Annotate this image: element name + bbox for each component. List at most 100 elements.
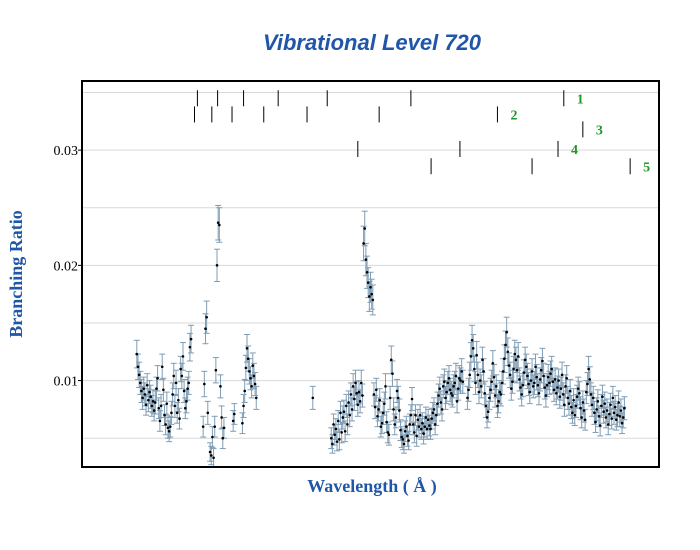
- data-point: [434, 413, 438, 417]
- data-point: [424, 416, 428, 419]
- data-point: [204, 327, 207, 331]
- data-point: [180, 374, 184, 378]
- data-point: [551, 380, 555, 384]
- data-point: [430, 417, 433, 420]
- data-point: [388, 396, 392, 400]
- data-point: [384, 385, 387, 388]
- data-point: [378, 398, 382, 402]
- data-point: [533, 381, 536, 385]
- data-point: [518, 378, 521, 381]
- data-point: [611, 396, 615, 400]
- data-point: [332, 423, 335, 426]
- marker-row-label: 2: [510, 108, 517, 123]
- data-point: [144, 403, 148, 407]
- data-point: [156, 376, 159, 380]
- data-point: [358, 400, 362, 403]
- data-point: [436, 402, 439, 405]
- data-point: [594, 420, 597, 424]
- data-point: [494, 385, 498, 388]
- data-point: [407, 439, 410, 442]
- data-point: [499, 393, 503, 396]
- data-point: [164, 423, 167, 426]
- data-point: [364, 258, 368, 261]
- data-point: [166, 426, 170, 430]
- data-point: [151, 400, 155, 403]
- data-point: [473, 367, 476, 371]
- data-point: [589, 393, 593, 396]
- data-point: [605, 409, 609, 412]
- data-point: [175, 411, 179, 415]
- data-point: [253, 382, 257, 386]
- data-point: [340, 431, 343, 434]
- data-point: [471, 347, 475, 350]
- y-axis-ticks: 0.03 0.02 0.01: [54, 144, 82, 390]
- data-point: [209, 454, 213, 457]
- data-point: [158, 419, 162, 423]
- data-point: [538, 378, 542, 381]
- data-point: [336, 419, 340, 423]
- data-point: [566, 396, 570, 400]
- data-point: [203, 382, 206, 386]
- data-point: [520, 393, 523, 396]
- data-point: [391, 372, 394, 375]
- data-point: [604, 416, 608, 419]
- data-point: [349, 393, 353, 396]
- data-point: [432, 408, 436, 411]
- data-point: [461, 380, 465, 384]
- data-point: [351, 385, 355, 388]
- data-point: [399, 428, 402, 432]
- data-point: [172, 374, 176, 378]
- data-point: [617, 401, 620, 404]
- x-axis-label: Wavelength ( Å ): [307, 476, 437, 497]
- data-point: [440, 408, 444, 411]
- data-point: [428, 424, 431, 427]
- data-point: [329, 436, 333, 440]
- data-point: [616, 413, 619, 417]
- data-point: [586, 382, 589, 386]
- data-point: [492, 375, 496, 379]
- data-point: [348, 413, 352, 417]
- data-point: [393, 423, 397, 426]
- data-point: [170, 411, 173, 415]
- data-point: [529, 379, 533, 382]
- data-point: [186, 387, 189, 390]
- data-point: [377, 408, 380, 411]
- data-point: [560, 373, 564, 377]
- marker-row-label: 3: [596, 123, 603, 138]
- data-point: [416, 418, 420, 422]
- data-point: [362, 242, 365, 245]
- data-point: [334, 427, 338, 431]
- data-point: [395, 389, 399, 393]
- data-point: [216, 221, 220, 225]
- data-point: [569, 405, 573, 409]
- data-point: [396, 396, 400, 400]
- data-point: [579, 406, 582, 410]
- data-point: [531, 385, 535, 388]
- data-point: [576, 387, 580, 390]
- data-point: [355, 391, 358, 395]
- data-point: [408, 423, 412, 426]
- data-point: [516, 355, 520, 358]
- data-point: [215, 264, 219, 267]
- data-point: [548, 381, 551, 385]
- data-point: [572, 398, 575, 402]
- data-point: [590, 403, 594, 407]
- data-point: [189, 337, 193, 341]
- data-point: [245, 347, 249, 350]
- data-point: [581, 401, 585, 404]
- data-point: [413, 431, 416, 434]
- data-point: [453, 381, 457, 385]
- data-point: [201, 425, 205, 428]
- data-point: [333, 433, 337, 437]
- data-point: [248, 370, 251, 373]
- data-point: [466, 396, 469, 400]
- data-point: [376, 415, 379, 418]
- data-point: [153, 401, 157, 404]
- data-point: [150, 404, 154, 408]
- data-point: [231, 419, 235, 423]
- data-point: [583, 418, 587, 422]
- data-point: [356, 403, 360, 407]
- data-point: [389, 358, 393, 362]
- data-point: [618, 415, 622, 418]
- data-point: [414, 413, 417, 417]
